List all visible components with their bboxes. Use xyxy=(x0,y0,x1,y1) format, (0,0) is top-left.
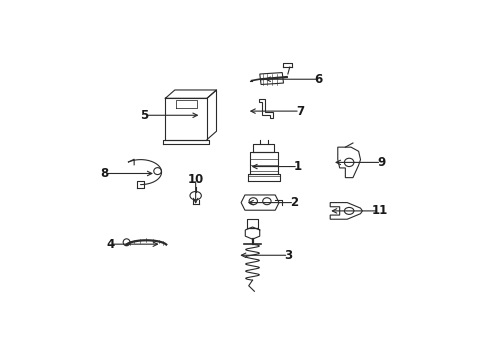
Text: 1: 1 xyxy=(293,160,302,173)
Text: 8: 8 xyxy=(101,167,109,180)
Text: 10: 10 xyxy=(187,172,203,185)
Text: 5: 5 xyxy=(140,109,148,122)
Text: 3: 3 xyxy=(284,249,292,262)
Bar xyxy=(259,73,283,85)
Text: 7: 7 xyxy=(295,105,304,118)
Text: 2: 2 xyxy=(289,196,298,209)
Text: 6: 6 xyxy=(314,73,322,86)
Text: 4: 4 xyxy=(106,238,114,251)
Text: 9: 9 xyxy=(376,156,385,169)
Text: 11: 11 xyxy=(370,204,387,217)
